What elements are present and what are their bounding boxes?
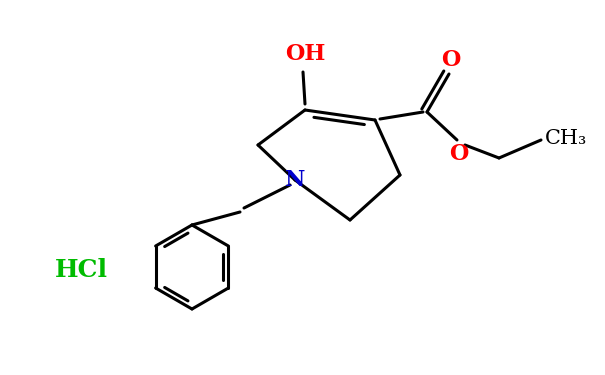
Text: O: O [441, 49, 460, 71]
Text: O: O [450, 143, 469, 165]
Text: HCl: HCl [55, 258, 108, 282]
Text: CH₃: CH₃ [545, 129, 587, 147]
Text: OH: OH [285, 43, 325, 65]
Text: N: N [285, 169, 305, 191]
